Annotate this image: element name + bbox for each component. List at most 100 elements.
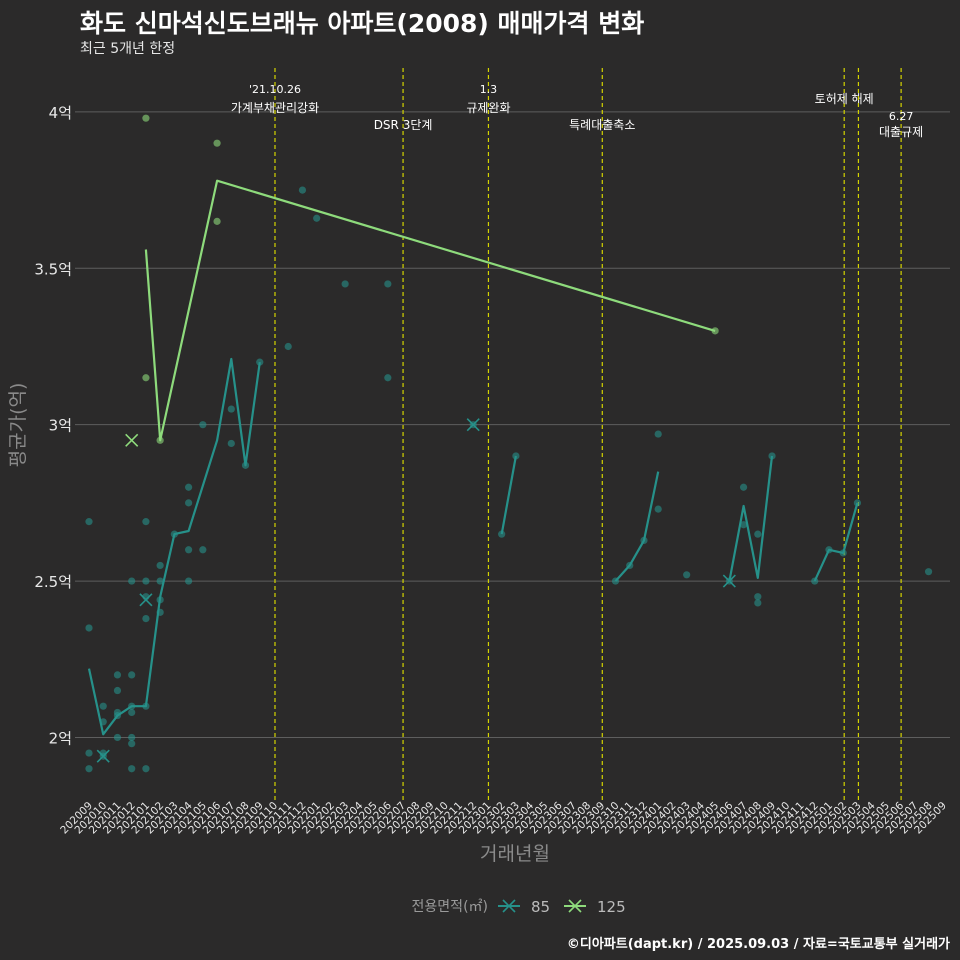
cross-stroke [139,593,153,607]
data-point-85 [768,452,776,460]
data-point-85 [113,686,122,695]
data-point-85 [142,518,150,526]
series-line-85 [614,471,660,582]
chart-title: 화도 신마석신도브래뉴 아파트(2008) 매매가격 변화 [80,9,645,38]
chart-subtitle: 최근 5개년 한정 [80,41,176,57]
data-point-85 [739,521,748,529]
legend-item-85: 85 [498,898,550,916]
data-point-125 [142,374,150,382]
data-point-85 [85,624,93,632]
data-point-85 [683,571,691,579]
data-point-85 [128,740,136,748]
data-point-85 [384,280,392,288]
legend-title: 전용면적(㎡) [412,899,488,915]
grid-lines [75,111,950,738]
data-point-85 [512,452,520,460]
event-label: 규제완화 [466,101,510,115]
data-point-85 [128,708,136,717]
series-line-85 [728,455,774,582]
cross-marker-85 [466,418,480,432]
data-point-85 [227,439,235,448]
data-point-85 [113,733,122,742]
y-tick-label: 3억 [49,417,72,435]
event-label: 특례대출축소 [569,118,635,132]
cross-marker-85 [96,749,110,763]
cross-stroke [96,749,110,763]
data-point-85 [185,546,193,554]
data-point-125 [711,327,719,335]
data-point-85 [754,599,762,607]
data-point-85 [498,530,506,538]
event-label: 대출규제 [879,125,923,139]
data-point-85 [853,499,862,507]
data-point-125 [142,114,150,122]
data-point-85 [85,518,93,526]
data-point-85 [227,405,235,413]
y-tick-label: 2.5억 [34,573,72,591]
data-point-85 [128,765,136,773]
data-point-85 [284,342,292,351]
data-point-85 [754,593,762,601]
x-axis-title: 거래년월 [480,843,550,865]
data-point-85 [384,374,392,382]
y-tick-label: 3.5억 [34,260,72,278]
data-point-85 [142,577,150,585]
data-point-125 [213,139,221,147]
data-point-85 [185,483,193,491]
data-point-85 [199,546,207,554]
cross-marker-85 [722,574,736,588]
data-point-85 [754,530,762,538]
legend-cross [568,899,582,913]
data-point-85 [185,577,193,585]
event-date: 6.27 [889,110,914,123]
event-label: DSR 3단계 [374,118,433,132]
data-point-85 [654,505,662,513]
series-layer [85,114,933,773]
data-point-85 [99,702,107,710]
y-axis-title: 평균가(억) [7,383,29,468]
series-line-125 [144,179,716,442]
data-point-85 [156,561,164,570]
cross-stroke [722,574,736,588]
series-line-85 [813,502,859,582]
data-point-85 [85,765,93,773]
event-label: 가계부채관리강화 [231,101,319,115]
source-caption: ©디아파트(dapt.kr) / 2025.09.03 / 자료=국토교통부 실… [566,937,950,952]
legend-item-125: 125 [564,898,626,916]
legend-label: 125 [597,898,626,916]
data-point-85 [128,733,136,742]
y-tick-label: 2억 [49,729,72,747]
data-point-85 [85,749,93,757]
y-axis-ticks: 2억 2.5억 3억 3.5억 4억 [34,104,72,748]
legend-label: 85 [531,898,550,916]
series-line-85 [500,455,517,535]
y-tick-label: 4억 [49,104,72,122]
event-date: '21.10.26 [249,83,301,96]
x-axis-ticks: 2020092020102020112020122021012021022021… [58,799,949,836]
legend-cross [502,899,516,913]
data-point-85 [298,186,307,194]
data-point-85 [313,214,321,222]
data-point-85 [924,568,933,576]
data-point-85 [128,671,136,679]
data-point-85 [739,483,748,491]
cross-marker-85 [139,593,153,607]
legend: 전용면적(㎡) 85 125 [412,898,626,916]
data-point-85 [654,430,662,438]
data-point-85 [156,577,164,585]
cross-marker-125 [125,433,139,447]
data-point-85 [142,765,150,773]
data-point-85 [341,280,349,288]
data-point-85 [113,671,122,679]
event-date: 1.3 [480,83,498,96]
data-point-85 [128,577,136,585]
data-point-85 [185,499,193,507]
series-line-85 [87,357,261,736]
data-point-125 [213,217,221,225]
cross-stroke [466,418,480,432]
data-point-85 [199,421,207,429]
event-label: 토허제 해제 [815,92,874,106]
data-point-85 [142,614,150,623]
